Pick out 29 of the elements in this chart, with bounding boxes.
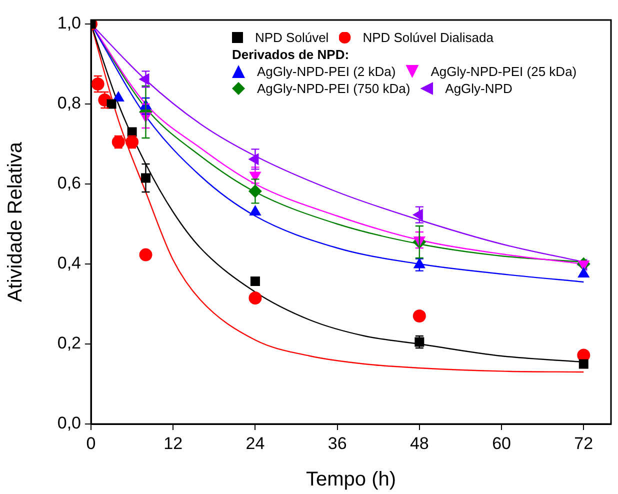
x-axis-title: Tempo (h) <box>306 468 396 491</box>
legend-label: AgGly-NPD-PEI (2 kDa) <box>257 63 396 80</box>
y-tick-label: 0,0 <box>57 414 81 433</box>
y-tick-label: 0,4 <box>57 254 81 273</box>
y-tick-label: 1,0 <box>57 14 81 33</box>
x-tick-label: 60 <box>492 434 511 453</box>
y-tick-label: 0,2 <box>57 334 81 353</box>
legend-label: AgGly-NPD <box>445 80 512 97</box>
point <box>578 359 588 369</box>
x-tick-label: 36 <box>328 434 347 453</box>
point <box>577 348 590 362</box>
y-tick-label: 0,8 <box>57 94 81 113</box>
legend-label: AgGly-NPD-PEI (750 kDa) <box>257 80 410 97</box>
legend-label: AgGly-NPD-PEI (25 kDa) <box>430 63 577 80</box>
point <box>139 248 152 262</box>
point <box>248 292 262 304</box>
legend-label: NPD Solúvel <box>255 29 329 46</box>
y-axis-title: Atividade Relativa <box>4 141 27 302</box>
point <box>412 310 426 322</box>
y-tick-label: 0,6 <box>57 174 81 193</box>
point <box>250 276 260 286</box>
x-tick-label: 48 <box>410 434 429 453</box>
x-tick-label: 24 <box>246 434 265 453</box>
point <box>106 99 116 109</box>
x-tick-label: 12 <box>164 434 183 453</box>
x-tick-label: 72 <box>574 434 594 453</box>
x-tick-label: 0 <box>86 434 96 453</box>
legend-title: Derivados de NPD: <box>232 46 350 63</box>
legend-label: NPD Solúvel Dialisada <box>362 29 494 46</box>
